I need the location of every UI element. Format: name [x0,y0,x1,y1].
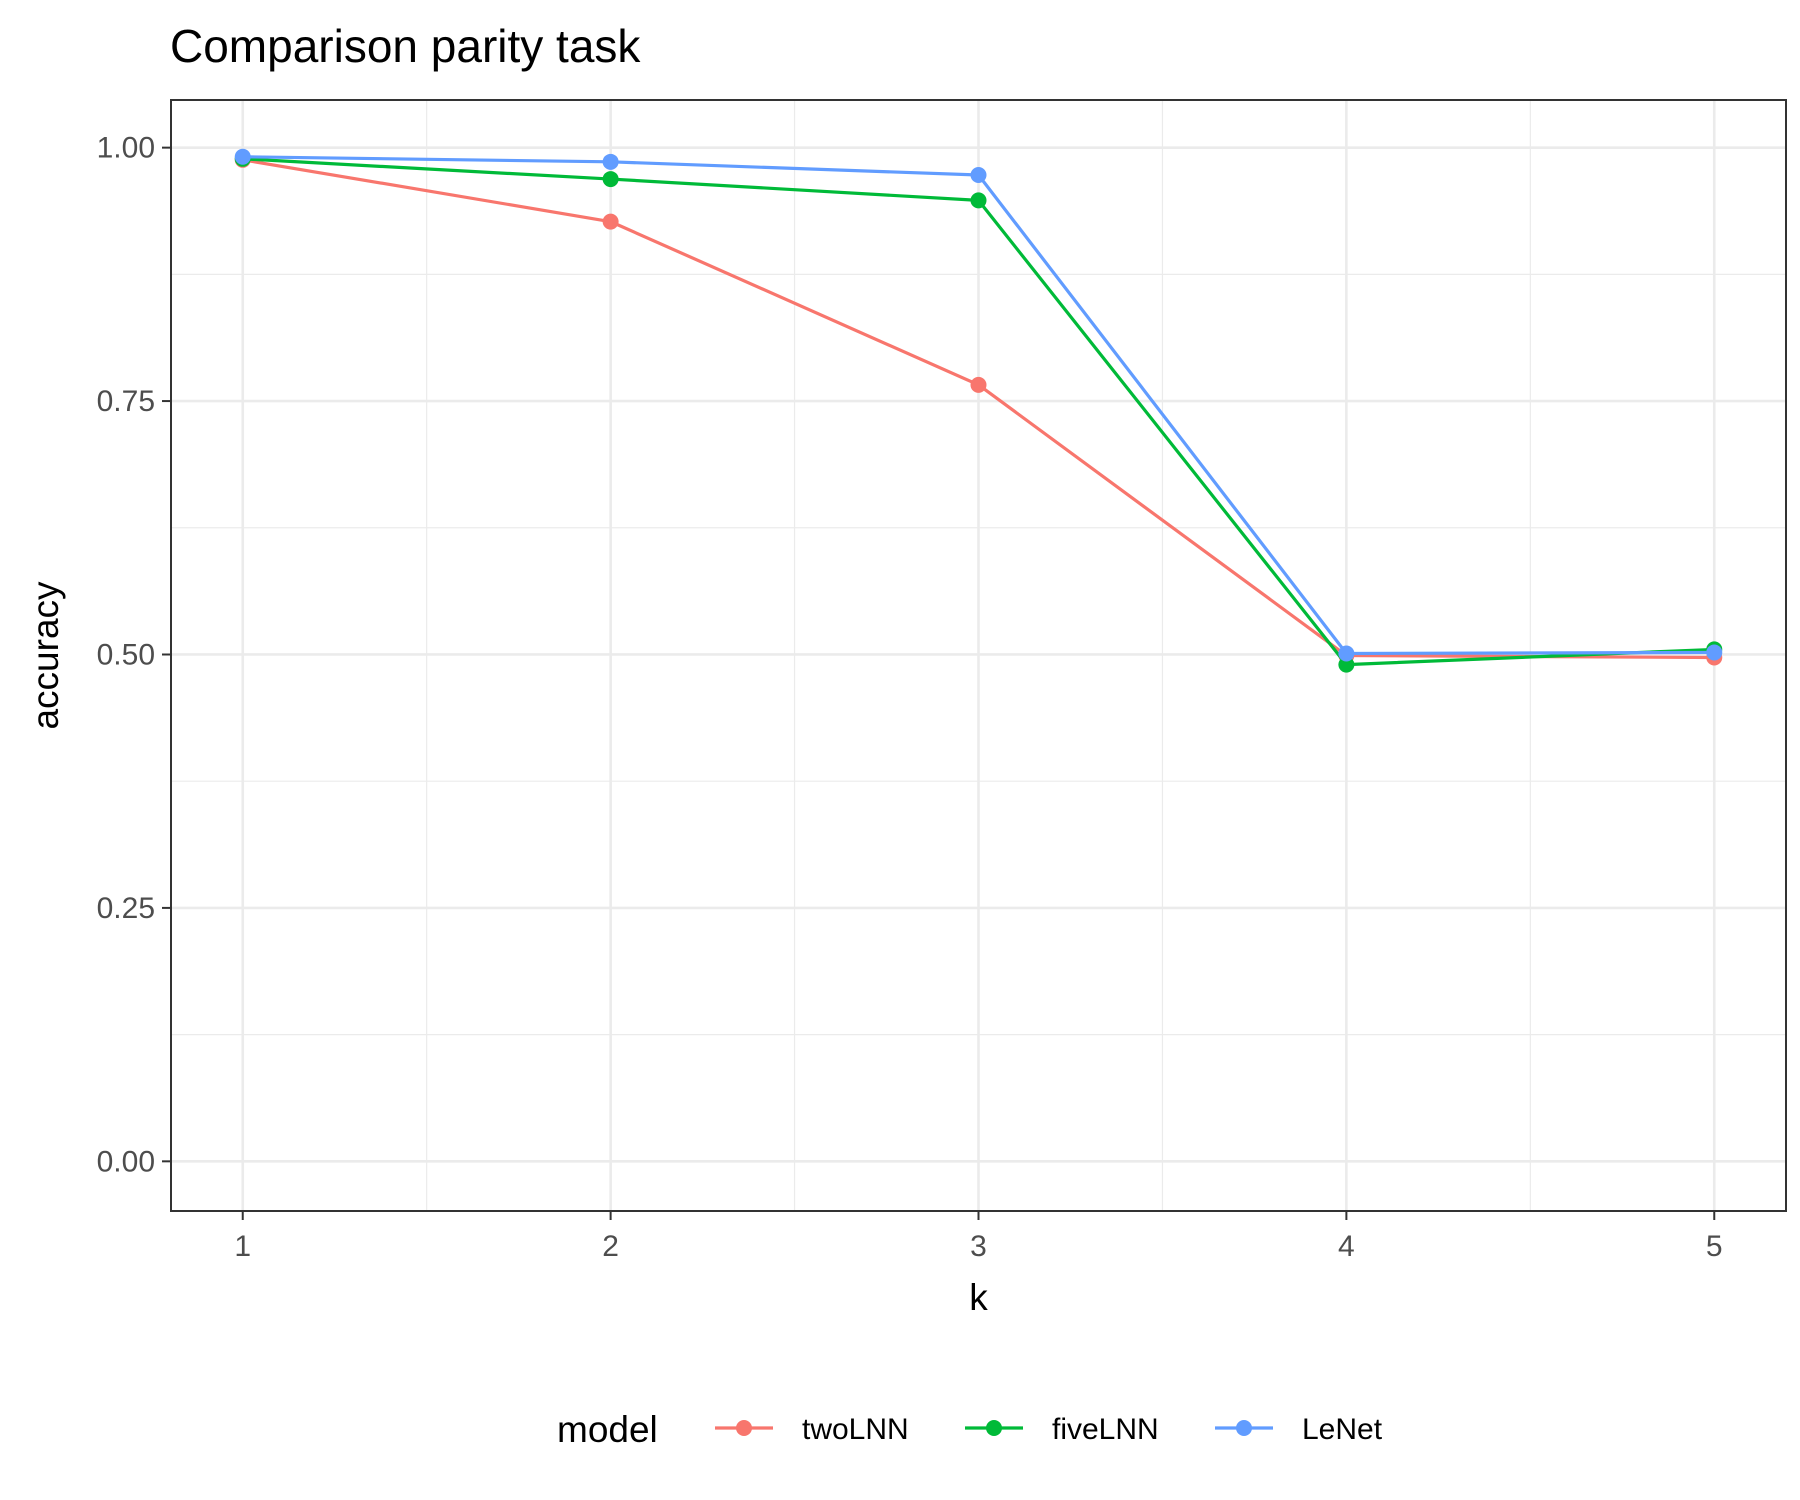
legend-key-point [986,1420,1002,1436]
data-point [970,192,987,209]
legend-label: twoLNN [802,1413,909,1446]
data-point [602,171,619,188]
x-tick-label: 3 [970,1230,987,1263]
legend-item-LeNet: LeNet [1215,1413,1383,1446]
data-point [1706,644,1723,661]
chart-title: Comparison parity task [170,20,641,72]
data-point [1338,656,1355,673]
x-axis-title: k [969,1277,988,1318]
grid [171,100,1786,1211]
legend-title: model [557,1409,658,1450]
x-tick-label: 1 [234,1230,251,1263]
y-tick-label: 1.00 [97,132,155,165]
legend-label: LeNet [1302,1413,1383,1446]
y-axis-title: accuracy [25,581,66,730]
legend: model twoLNN fiveLNN LeNet [557,1409,1383,1450]
y-tick-label: 0.50 [97,638,155,671]
series-LeNet [234,148,1723,662]
series-layer [234,148,1723,673]
y-tick-label: 0.00 [97,1145,155,1178]
x-tick-label: 5 [1706,1230,1723,1263]
data-point [234,148,251,165]
y-tick-label: 0.75 [97,385,155,418]
data-point [970,167,987,184]
data-point [970,376,987,393]
legend-label: fiveLNN [1052,1413,1159,1446]
legend-key-point [736,1420,752,1436]
data-point [602,213,619,230]
legend-item-twoLNN: twoLNN [715,1413,909,1446]
data-point [1338,645,1355,662]
data-point [602,153,619,170]
x-tick-label: 2 [602,1230,619,1263]
x-tick-label: 4 [1338,1230,1355,1263]
legend-item-fiveLNN: fiveLNN [965,1413,1159,1446]
legend-key-point [1236,1420,1252,1436]
y-tick-label: 0.25 [97,892,155,925]
axes: 1 2 3 4 5 0.00 0.25 0.50 0.75 1.00 [97,132,1723,1263]
